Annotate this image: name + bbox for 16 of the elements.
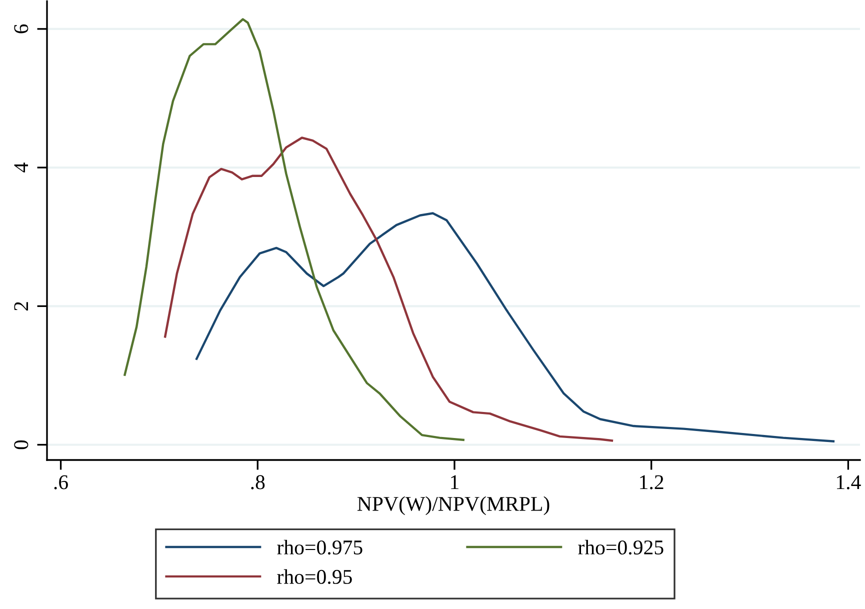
legend-label: rho=0.95 [277,569,352,584]
x-tick-label: 1.2 [640,475,664,490]
x-axis-title: NPV(W)/NPV(MRPL) [357,496,550,516]
line-series [196,212,835,442]
y-tick-label: 4 [14,162,28,172]
x-tick-label: .6 [54,475,68,490]
x-tick-label: 1.4 [837,475,861,490]
legend-label: rho=0.975 [277,540,362,555]
y-tick-label: 0 [14,440,28,450]
legend-label: rho=0.925 [578,540,664,555]
line-series [124,18,464,442]
line-series [164,136,614,442]
x-tick-label: .8 [251,475,265,490]
y-tick-label: 6 [14,24,28,34]
y-tick-label: 2 [14,302,28,310]
x-tick-label: 1 [451,475,458,490]
